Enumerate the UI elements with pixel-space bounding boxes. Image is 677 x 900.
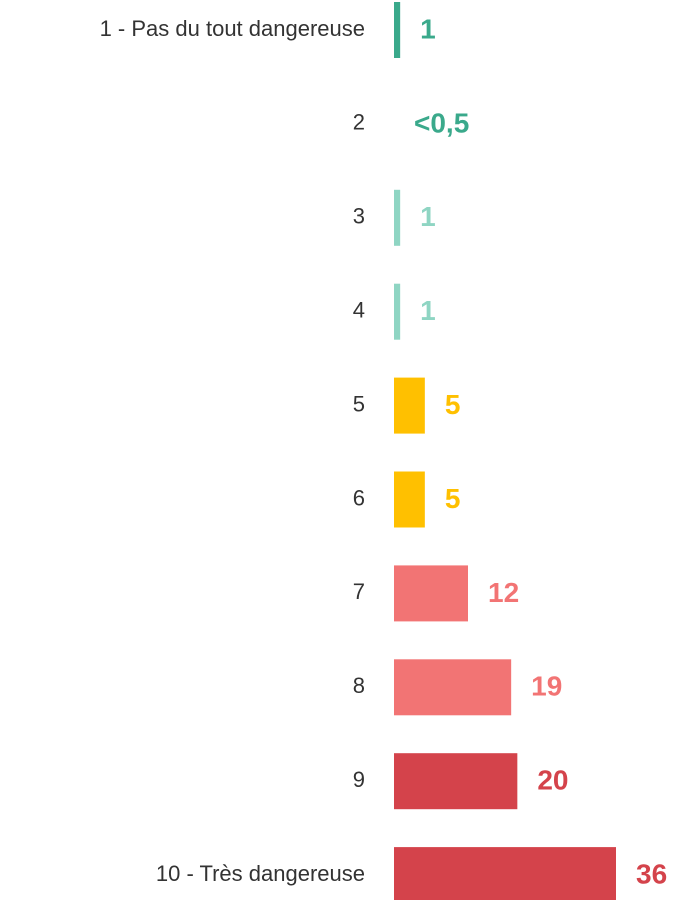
value-label: <0,5: [414, 107, 469, 138]
category-label: 6: [353, 485, 365, 510]
bar: [394, 659, 512, 716]
bar: [394, 2, 401, 58]
category-label: 8: [353, 673, 365, 698]
bar: [394, 377, 425, 434]
bar: [394, 847, 616, 900]
bar: [394, 189, 401, 246]
category-label: 4: [353, 298, 365, 323]
value-label: 19: [531, 671, 562, 702]
category-label: 1 - Pas du tout dangereuse: [100, 16, 365, 41]
bar: [394, 753, 518, 810]
category-label: 5: [353, 391, 365, 416]
value-label: 1: [420, 13, 436, 44]
category-label: 9: [353, 767, 365, 792]
bar: [394, 283, 401, 340]
bar: [394, 471, 425, 528]
category-label: 7: [353, 579, 365, 604]
category-label: 3: [353, 204, 365, 229]
category-label: 2: [353, 110, 365, 135]
value-label: 5: [445, 483, 461, 514]
value-label: 5: [445, 389, 461, 420]
value-label: 12: [488, 577, 519, 608]
value-label: 1: [420, 295, 436, 326]
category-label: 10 - Très dangereuse: [156, 861, 365, 886]
value-label: 20: [537, 765, 568, 796]
bar: [394, 565, 468, 622]
value-label: 36: [636, 858, 667, 889]
value-label: 1: [420, 201, 436, 232]
